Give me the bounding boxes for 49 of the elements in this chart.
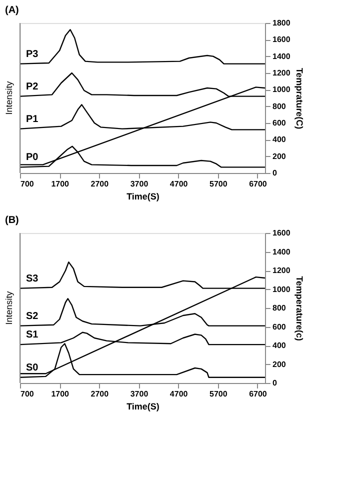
x-tick-label: 5700 xyxy=(210,180,228,188)
y2-tick-label: 200 xyxy=(272,360,286,369)
x-tick-label: 700 xyxy=(20,180,34,188)
y2-tick-label: 1800 xyxy=(272,18,291,28)
series-label: S0 xyxy=(26,362,39,374)
y2-tick-label: 1400 xyxy=(272,247,291,256)
y2-tick-label: 200 xyxy=(272,152,286,161)
y2-axis-title: Temprature(C) xyxy=(294,68,304,130)
y2-tick-label: 1000 xyxy=(272,85,291,94)
x-axis-title: Time(S) xyxy=(126,402,160,412)
x-tick-label: 6700 xyxy=(249,390,268,398)
x-tick-label: 2700 xyxy=(90,390,110,398)
x-tick-label: 700 xyxy=(20,390,34,398)
y-axis-title: Intensity xyxy=(4,80,14,115)
y2-tick-label: 600 xyxy=(272,322,286,332)
y2-tick-label: 400 xyxy=(272,341,286,350)
x-tick-label: 1700 xyxy=(51,180,70,188)
y2-tick-label: 1400 xyxy=(272,52,291,61)
chart-title: (B) xyxy=(5,215,19,226)
y2-tick-label: 0 xyxy=(272,168,278,178)
series-label: S1 xyxy=(26,330,39,341)
chart-title: (A) xyxy=(5,5,19,16)
y2-tick-label: 1000 xyxy=(272,284,291,294)
y2-tick-label: 1600 xyxy=(272,228,291,238)
series-label: P1 xyxy=(26,114,39,125)
y2-tick-label: 1600 xyxy=(272,35,291,44)
x-tick-label: 2700 xyxy=(90,180,110,188)
y2-tick-label: 1200 xyxy=(272,68,291,78)
x-tick-label: 1700 xyxy=(51,390,70,398)
x-axis-title: Time(S) xyxy=(126,192,160,202)
x-tick-label: 3700 xyxy=(130,390,149,398)
x-tick-label: 4700 xyxy=(170,180,188,188)
x-tick-label: 3700 xyxy=(130,180,149,188)
y-axis-title: Intensity xyxy=(4,290,14,325)
y2-axis-title: Temperature(c) xyxy=(294,276,304,341)
y2-tick-label: 800 xyxy=(272,304,286,312)
y2-tick-label: 400 xyxy=(272,135,286,144)
x-tick-label: 6700 xyxy=(249,180,268,188)
y2-tick-label: 800 xyxy=(272,102,286,111)
series-label: P0 xyxy=(26,152,39,164)
y2-tick-label: 600 xyxy=(272,118,286,128)
y2-tick-label: 0 xyxy=(272,378,278,388)
series-label: P2 xyxy=(26,81,39,92)
y2-tick-label: 1200 xyxy=(272,266,291,275)
series-label: S2 xyxy=(26,310,39,322)
series-label: S3 xyxy=(26,273,39,284)
series-label: P3 xyxy=(26,48,39,60)
x-tick-label: 4700 xyxy=(170,390,188,398)
x-tick-label: 5700 xyxy=(210,390,228,398)
